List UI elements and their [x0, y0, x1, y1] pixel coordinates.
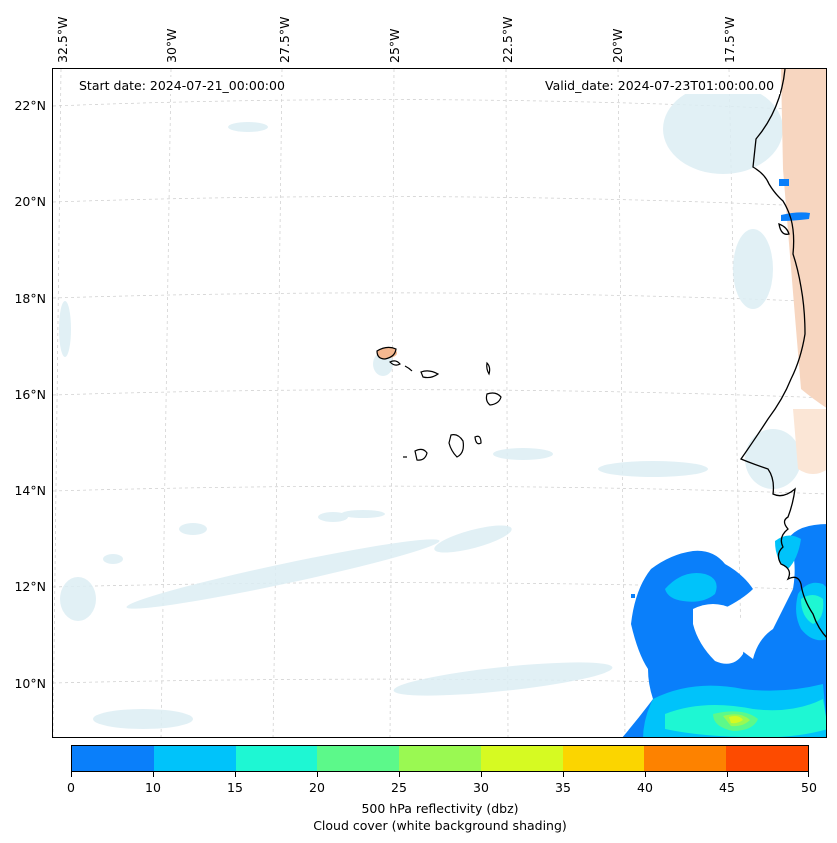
cloud-cover-shading: [59, 84, 801, 729]
colorbar-segment: [480, 746, 563, 771]
lon-label-32-5w: 32.5°W: [55, 16, 70, 63]
colorbar-tick-label: 45: [719, 780, 735, 795]
lat-label-10n: 10°N: [14, 676, 46, 691]
lon-label-25w: 25°W: [387, 28, 402, 63]
start-date-label: Start date: 2024-07-21_00:00:00: [73, 77, 291, 94]
lat-label-14n: 14°N: [14, 483, 46, 498]
colorbar-tick: [399, 772, 400, 777]
colorbar-tick-label: 0: [67, 780, 75, 795]
colorbar-segment: [235, 746, 318, 771]
colorbar-tick: [727, 772, 728, 777]
colorbar-tick-label: 10: [145, 780, 161, 795]
colorbar-tick: [808, 772, 809, 777]
colorbar-sublabel: Cloud cover (white background shading): [313, 818, 567, 833]
cape-verde-islands: [376, 346, 502, 461]
africa-coastline: [740, 69, 826, 638]
colorbar-tick: [153, 772, 154, 777]
colorbar-segment: [153, 746, 236, 771]
colorbar-tick: [481, 772, 482, 777]
colorbar-tick: [645, 772, 646, 777]
colorbar-label: 500 hPa reflectivity (dbz): [361, 801, 519, 816]
lat-label-20n: 20°N: [14, 194, 46, 209]
colorbar-segment: [562, 746, 645, 771]
lat-label-22n: 22°N: [14, 98, 46, 113]
colorbar-tick-label: 50: [801, 780, 817, 795]
graticule: [53, 69, 826, 737]
lat-label-16n: 16°N: [14, 387, 46, 402]
colorbar-tick: [317, 772, 318, 777]
map-panel[interactable]: [52, 68, 827, 738]
land-shading: [379, 69, 826, 474]
map-canvas[interactable]: [53, 69, 827, 738]
lon-label-17-5w: 17.5°W: [722, 16, 737, 63]
colorbar-tick: [563, 772, 564, 777]
lat-label-18n: 18°N: [14, 291, 46, 306]
colorbar-tick-label: 30: [473, 780, 489, 795]
colorbar-tick-label: 25: [391, 780, 407, 795]
colorbar-tick-label: 15: [227, 780, 243, 795]
colorbar-segment: [399, 746, 481, 771]
colorbar-tick-label: 40: [637, 780, 653, 795]
lon-label-27-5w: 27.5°W: [277, 16, 292, 63]
valid-date-label: Valid_date: 2024-07-23T01:00:00.00: [539, 77, 781, 94]
lon-label-22-5w: 22.5°W: [500, 16, 515, 63]
colorbar-tick: [71, 772, 72, 777]
colorbar-segment: [317, 746, 400, 771]
colorbar-tick: [235, 772, 236, 777]
lon-label-20w: 20°W: [610, 28, 625, 63]
reflectivity-colorbar: [71, 745, 809, 772]
colorbar-segment: [644, 746, 727, 771]
colorbar-tick-label: 35: [555, 780, 571, 795]
lon-label-30w: 30°W: [164, 28, 179, 63]
colorbar-segment: [72, 746, 154, 771]
colorbar-tick-label: 20: [309, 780, 325, 795]
lat-label-12n: 12°N: [14, 579, 46, 594]
colorbar-segment: [726, 746, 809, 771]
